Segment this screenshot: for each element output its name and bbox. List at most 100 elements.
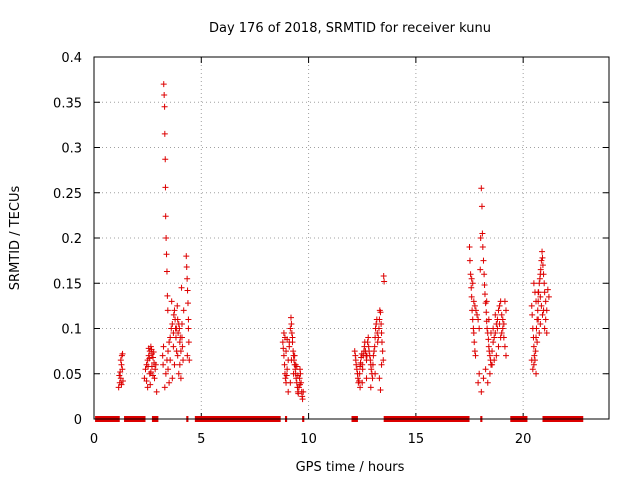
data-point	[371, 343, 378, 350]
data-point	[171, 307, 178, 314]
data-point	[539, 248, 546, 255]
data-point	[471, 348, 478, 355]
data-point	[290, 370, 297, 377]
data-point	[468, 293, 475, 300]
data-point	[162, 184, 169, 191]
data-point	[297, 381, 303, 388]
data-point	[115, 384, 122, 391]
data-point	[143, 377, 150, 384]
y-tick-label: 0.35	[53, 96, 82, 111]
data-point	[529, 311, 536, 318]
y-tick-label: 0.4	[61, 51, 82, 66]
data-point	[151, 375, 158, 382]
data-point	[537, 320, 544, 327]
x-tick-label: 0	[90, 432, 98, 447]
data-point	[477, 235, 484, 241]
data-point	[370, 352, 377, 359]
y-axis-label: SRMTID / TECUs	[8, 186, 23, 291]
data-point	[118, 381, 125, 388]
data-point	[531, 352, 538, 359]
data-point	[288, 330, 295, 337]
data-point	[540, 307, 547, 314]
data-point	[492, 311, 499, 318]
data-point	[167, 334, 174, 341]
data-point	[377, 387, 384, 394]
data-point	[171, 361, 178, 368]
data-point	[535, 316, 542, 323]
data-point	[481, 291, 488, 298]
data-point	[467, 271, 474, 278]
data-point	[472, 307, 479, 314]
data-point	[378, 320, 385, 327]
data-point	[176, 325, 183, 332]
data-point	[533, 370, 540, 377]
data-point	[356, 370, 363, 377]
data-point	[367, 384, 374, 391]
data-point	[280, 330, 287, 337]
data-point	[372, 370, 379, 377]
data-point	[168, 298, 175, 305]
data-point	[174, 352, 181, 359]
data-point	[161, 130, 168, 137]
data-point	[351, 348, 358, 355]
data-point	[295, 384, 302, 391]
data-point	[482, 366, 489, 373]
data-point	[501, 298, 508, 305]
y-tick-label: 0.15	[53, 277, 82, 292]
y-tick-label: 0.2	[61, 232, 82, 247]
data-point	[183, 253, 190, 260]
data-point	[471, 302, 478, 309]
data-point	[119, 366, 126, 373]
data-point	[530, 361, 537, 368]
data-point	[152, 361, 159, 368]
x-tick-label: 15	[408, 432, 425, 447]
data-point	[283, 348, 290, 355]
data-point	[165, 366, 172, 373]
data-point	[490, 339, 497, 346]
data-point	[184, 352, 191, 359]
data-point	[145, 352, 152, 359]
data-point	[161, 103, 168, 110]
data-point	[470, 298, 477, 305]
data-point	[144, 384, 151, 391]
data-point	[537, 293, 544, 300]
data-point	[169, 320, 176, 327]
data-point	[537, 266, 544, 273]
data-point	[487, 330, 494, 337]
data-point	[176, 361, 183, 368]
y-tick-label: 0.1	[61, 323, 82, 338]
chart-title: Day 176 of 2018, SRMTID for receiver kun…	[209, 21, 491, 36]
data-point	[543, 330, 550, 337]
data-point	[185, 325, 192, 332]
data-point	[179, 343, 186, 350]
data-point	[476, 370, 483, 377]
data-point	[279, 339, 286, 346]
data-point	[152, 366, 159, 373]
data-point	[483, 298, 490, 305]
data-point	[369, 361, 376, 368]
data-point	[173, 348, 180, 355]
data-point	[178, 334, 185, 341]
data-point	[164, 292, 171, 299]
data-point	[500, 320, 507, 327]
data-point	[493, 352, 500, 359]
data-point	[528, 302, 535, 309]
data-point	[498, 311, 505, 318]
data-point	[480, 375, 487, 382]
data-point	[119, 350, 126, 357]
data-point	[160, 343, 167, 350]
y-tick-label: 0.25	[53, 187, 82, 202]
data-point	[480, 257, 487, 264]
data-point	[162, 213, 169, 220]
data-point	[469, 316, 476, 323]
data-point	[289, 334, 296, 341]
data-point	[495, 307, 502, 314]
data-point	[533, 325, 540, 332]
data-point	[166, 379, 173, 386]
data-point	[169, 375, 176, 382]
data-point	[535, 289, 542, 296]
data-point	[478, 185, 485, 192]
data-point	[177, 375, 184, 382]
data-point	[476, 325, 483, 332]
data-point	[499, 325, 506, 332]
